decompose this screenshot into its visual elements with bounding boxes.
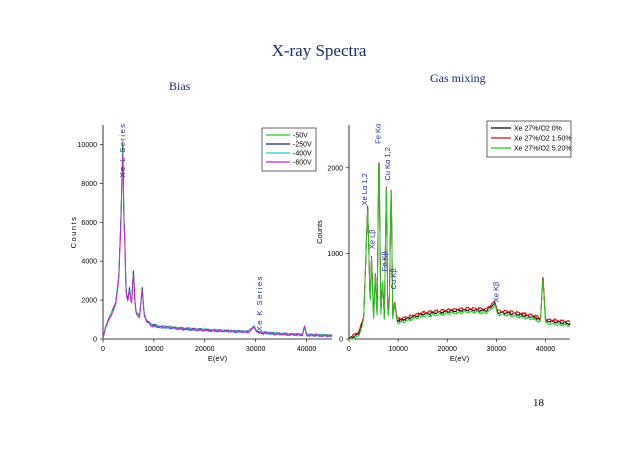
legend-label: Xe 27%/O2 5.20% [514, 146, 572, 153]
annotation-label: Cu Kα 1,2 [383, 147, 392, 181]
legend-label: -250V [293, 142, 312, 149]
annotation-label: Fe Kα [373, 123, 382, 144]
y-tick-label: 0 [339, 337, 343, 344]
y-tick-label: 6000 [81, 220, 97, 227]
y-tick-label: 10000 [78, 142, 98, 149]
annotation-label: Cu Kβ [389, 268, 398, 290]
x-tick-label: 10000 [388, 346, 408, 353]
annotation-label: Fe Kβ [380, 251, 389, 272]
y-tick-label: 1000 [327, 251, 343, 258]
x-axis-label: E(eV) [450, 354, 470, 363]
annotation-label: Xe K Series [255, 275, 264, 331]
x-tick-label: 0 [347, 346, 351, 353]
right-chart-title: Gas mixing [430, 71, 486, 85]
x-tick-label: 40000 [297, 346, 317, 353]
y-axis-label: Counts [69, 216, 78, 249]
legend-label: -50V [293, 133, 308, 140]
y-tick-label: 8000 [81, 181, 97, 188]
slide-title: X-ray Spectra [271, 41, 367, 60]
x-tick-label: 20000 [437, 346, 457, 353]
left-chart-title: Bias [169, 79, 191, 93]
legend-label: -600V [293, 160, 312, 167]
x-tick-label: 10000 [144, 346, 164, 353]
annotation-label: Xe Kβ [491, 281, 500, 302]
annotation-label: Xe Lβ [368, 229, 377, 249]
page-number: 18 [533, 397, 544, 409]
series-line [102, 154, 333, 339]
x-tick-label: 30000 [487, 346, 507, 353]
series-line [349, 163, 571, 340]
y-tick-label: 0 [93, 337, 97, 344]
legend-label: -400V [293, 151, 312, 158]
annotation-label: Xe L Series [118, 123, 127, 178]
legend-label: Xe 27%/O2 0% [514, 126, 562, 133]
x-tick-label: 0 [101, 346, 105, 353]
y-tick-label: 2000 [81, 298, 97, 305]
x-tick-label: 20000 [195, 346, 215, 353]
y-tick-label: 4000 [81, 259, 97, 266]
x-tick-label: 40000 [536, 346, 556, 353]
annotation-label: Xe Lα 1,2 [360, 173, 369, 205]
y-axis-label: Counts [315, 220, 324, 244]
x-axis-label: E(eV) [208, 354, 228, 363]
x-tick-label: 30000 [246, 346, 266, 353]
y-tick-label: 2000 [327, 165, 343, 172]
legend-label: Xe 27%/O2 1.50% [514, 136, 572, 143]
legend-box [486, 120, 572, 158]
